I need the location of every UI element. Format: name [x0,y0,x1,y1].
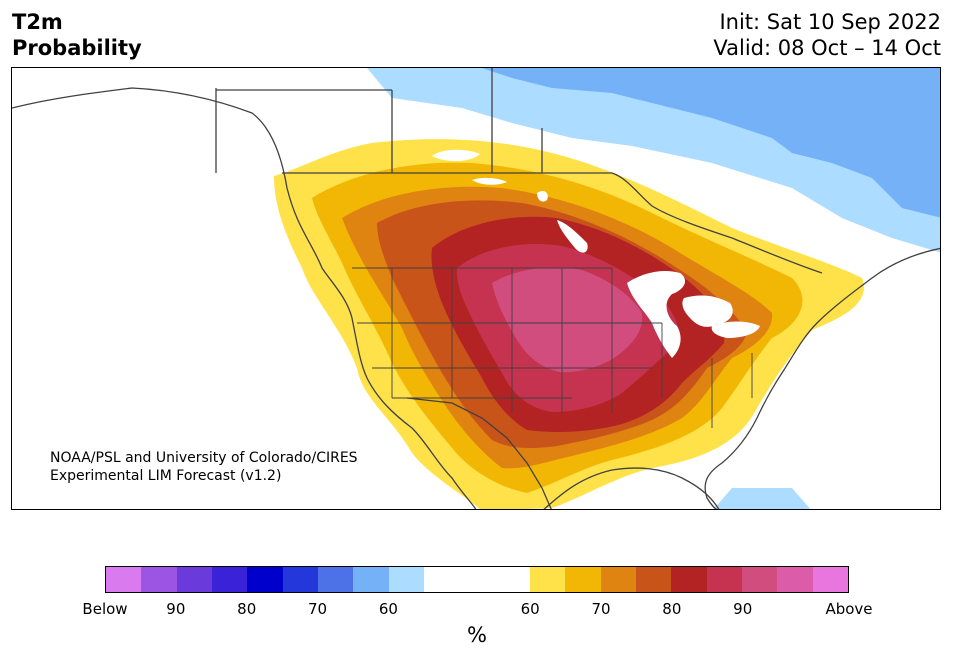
below-60-region-southeast [713,488,811,509]
forecast-dates: Init: Sat 10 Sep 2022 Valid: 08 Oct – 14… [713,9,941,61]
colorbar-segment [176,567,212,592]
colorbar-segment [529,567,566,592]
colorbar-segment [777,567,813,592]
colorbar-tick-label: 60 [520,600,540,618]
canada-lakes [432,149,588,253]
colorbar-labels: Below 90 80 70 60 60 70 80 90 Above [0,600,953,620]
gulf-coast [543,467,720,509]
colorbar-segment [565,567,601,592]
probability-fills [274,68,940,509]
title-type: Probability [12,36,142,60]
valid-range: Valid: 08 Oct – 14 Oct [713,36,941,60]
colorbar [105,566,849,593]
colorbar-segment [211,567,248,592]
us-state-lines [352,267,753,428]
political-boundaries [12,68,940,509]
data-credit: NOAA/PSL and University of Colorado/CIRE… [50,449,358,485]
colorbar-segment [247,567,283,592]
canada-provinces [216,68,543,173]
title-variable: T2m [12,10,63,34]
colorbar-segment [141,567,177,592]
colorbar-tick-label: 90 [733,600,753,618]
coastline-west [12,87,477,509]
us-mexico-border [406,397,552,509]
map-title: T2m Probability [12,9,142,61]
colorbar-segment [600,567,636,592]
colorbar-segment [706,567,742,592]
colorbar-tick-label: 70 [308,600,328,618]
colorbar-segment [106,567,142,592]
colorbar-tick-label: 80 [662,600,682,618]
colorbar-tick-label: 70 [591,600,611,618]
us-canada-border [282,172,823,274]
colorbar-segment [282,567,318,592]
init-date: Init: Sat 10 Sep 2022 [719,10,941,34]
above-85-region [492,267,643,373]
credit-line-2: Experimental LIM Forecast (v1.2) [50,468,282,484]
colorbar-segment [741,567,778,592]
colorbar-segment [353,567,389,592]
colorbar-tick-label: Below [82,600,128,618]
map-canvas [12,68,940,509]
colorbar-unit: % [467,623,487,647]
probability-map: NOAA/PSL and University of Colorado/CIRE… [11,67,941,510]
colorbar-tick-label: 80 [237,600,257,618]
colorbar-segment [812,567,848,592]
below-65-region-north [482,68,940,218]
great-lakes [627,271,760,358]
colorbar-segment [635,567,672,592]
colorbar-tick-label: 90 [166,600,186,618]
colorbar-segment [317,567,354,592]
colorbar-tick-label: 60 [378,600,398,618]
colorbar-segment [671,567,707,592]
credit-line-1: NOAA/PSL and University of Colorado/CIRE… [50,450,358,466]
colorbar-tick-label: Above [825,600,873,618]
colorbar-segment [423,567,530,592]
colorbar-segment [388,567,424,592]
